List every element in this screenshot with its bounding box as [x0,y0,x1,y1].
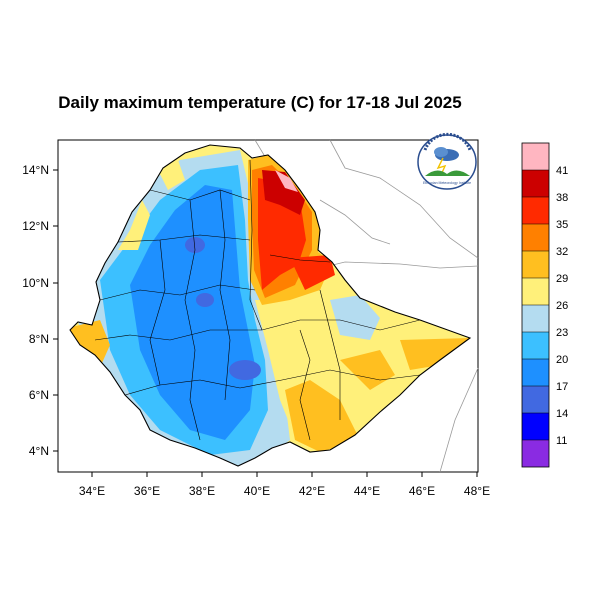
colorbar-swatch [522,413,549,440]
colorbar-swatch [522,197,549,224]
colorbar-label: 35 [556,219,568,231]
colorbar-swatch [522,251,549,278]
colorbar-swatch [522,224,549,251]
lat-tick-label: 8°N [29,332,49,346]
lon-tick-label: 38°E [189,484,215,498]
colorbar-label: 26 [556,300,568,312]
lon-tick-label: 42°E [299,484,325,498]
lon-tick-label: 36°E [134,484,160,498]
lat-tick-label: 12°N [22,219,49,233]
colorbar-swatch [522,305,549,332]
admin-boundaries [94,159,421,441]
colorbar-swatch [522,386,549,413]
colorbar-label: 29 [556,273,568,285]
ethiopian-meteorology-institute-logo-icon: Ethiopian Meteorology Institute [417,132,477,190]
lat-tick-label: 10°N [22,276,49,290]
colorbar-swatch [522,440,549,467]
colorbar: 41 38 35 32 29 26 23 20 17 14 11 [521,142,568,468]
colorbar-label: 11 [556,435,567,447]
colorbar-label: 17 [556,381,568,393]
colorbar-label: 41 [556,165,568,177]
lat-tick-label: 14°N [22,163,49,177]
lon-axis: 34°E 36°E 38°E 40°E 42°E 44°E 46°E 48°E [79,484,490,498]
colorbar-label: 14 [556,408,568,420]
axis-ticks [53,169,478,477]
colorbar-swatch [522,143,549,170]
lat-axis: 14°N 12°N 10°N 8°N 6°N 4°N [22,163,49,458]
lat-tick-label: 6°N [29,388,49,402]
lon-tick-label: 44°E [354,484,380,498]
lon-tick-label: 48°E [464,484,490,498]
colorbar-swatch [522,278,549,305]
colorbar-label: 20 [556,354,568,366]
colorbar-label: 32 [556,246,568,258]
colorbar-swatch [522,332,549,359]
lon-tick-label: 46°E [409,484,435,498]
logo-text: Ethiopian Meteorology Institute [423,181,471,185]
lon-tick-label: 34°E [79,484,105,498]
lat-tick-label: 4°N [29,444,49,458]
country-border [69,144,472,467]
colorbar-swatch [522,170,549,197]
colorbar-label: 38 [556,192,568,204]
lon-tick-label: 40°E [244,484,270,498]
colorbar-swatch [522,359,549,386]
colorbar-label: 23 [556,327,568,339]
map-title: Daily maximum temperature (C) for 17-18 … [58,93,462,112]
